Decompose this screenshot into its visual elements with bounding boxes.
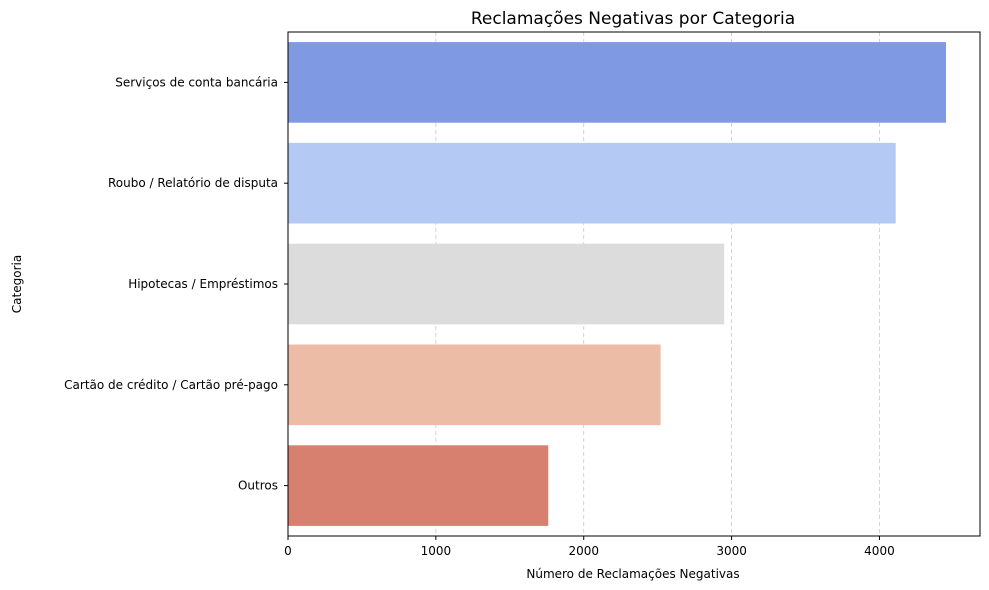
x-tick-label: 1000 [421, 544, 452, 558]
y-tick-label: Outros [238, 479, 278, 493]
x-tick-label: 4000 [864, 544, 895, 558]
bar [288, 142, 896, 224]
x-tick-label: 0 [284, 544, 292, 558]
x-axis-label: Número de Reclamações Negativas [526, 567, 739, 581]
bar [288, 445, 549, 526]
y-axis-ticks: Serviços de conta bancária Roubo / Relató… [64, 75, 288, 493]
y-tick-label: Cartão de crédito / Cartão pré-pago [64, 378, 278, 392]
y-tick-label: Serviços de conta bancária [115, 75, 278, 89]
y-tick-label: Hipotecas / Empréstimos [128, 277, 278, 291]
plot-frame [287, 31, 981, 537]
chart-title: Reclamações Negativas por Categoria [471, 9, 795, 29]
bar [288, 344, 661, 426]
bar [288, 243, 725, 325]
x-axis-ticks: 0 1000 2000 3000 4000 [284, 536, 895, 558]
bars [288, 42, 946, 526]
y-tick-label: Roubo / Relatório de disputa [108, 176, 278, 190]
y-axis-label: Categoria [10, 255, 24, 313]
x-tick-label: 2000 [568, 544, 599, 558]
bar [288, 42, 946, 123]
x-tick-label: 3000 [716, 544, 747, 558]
